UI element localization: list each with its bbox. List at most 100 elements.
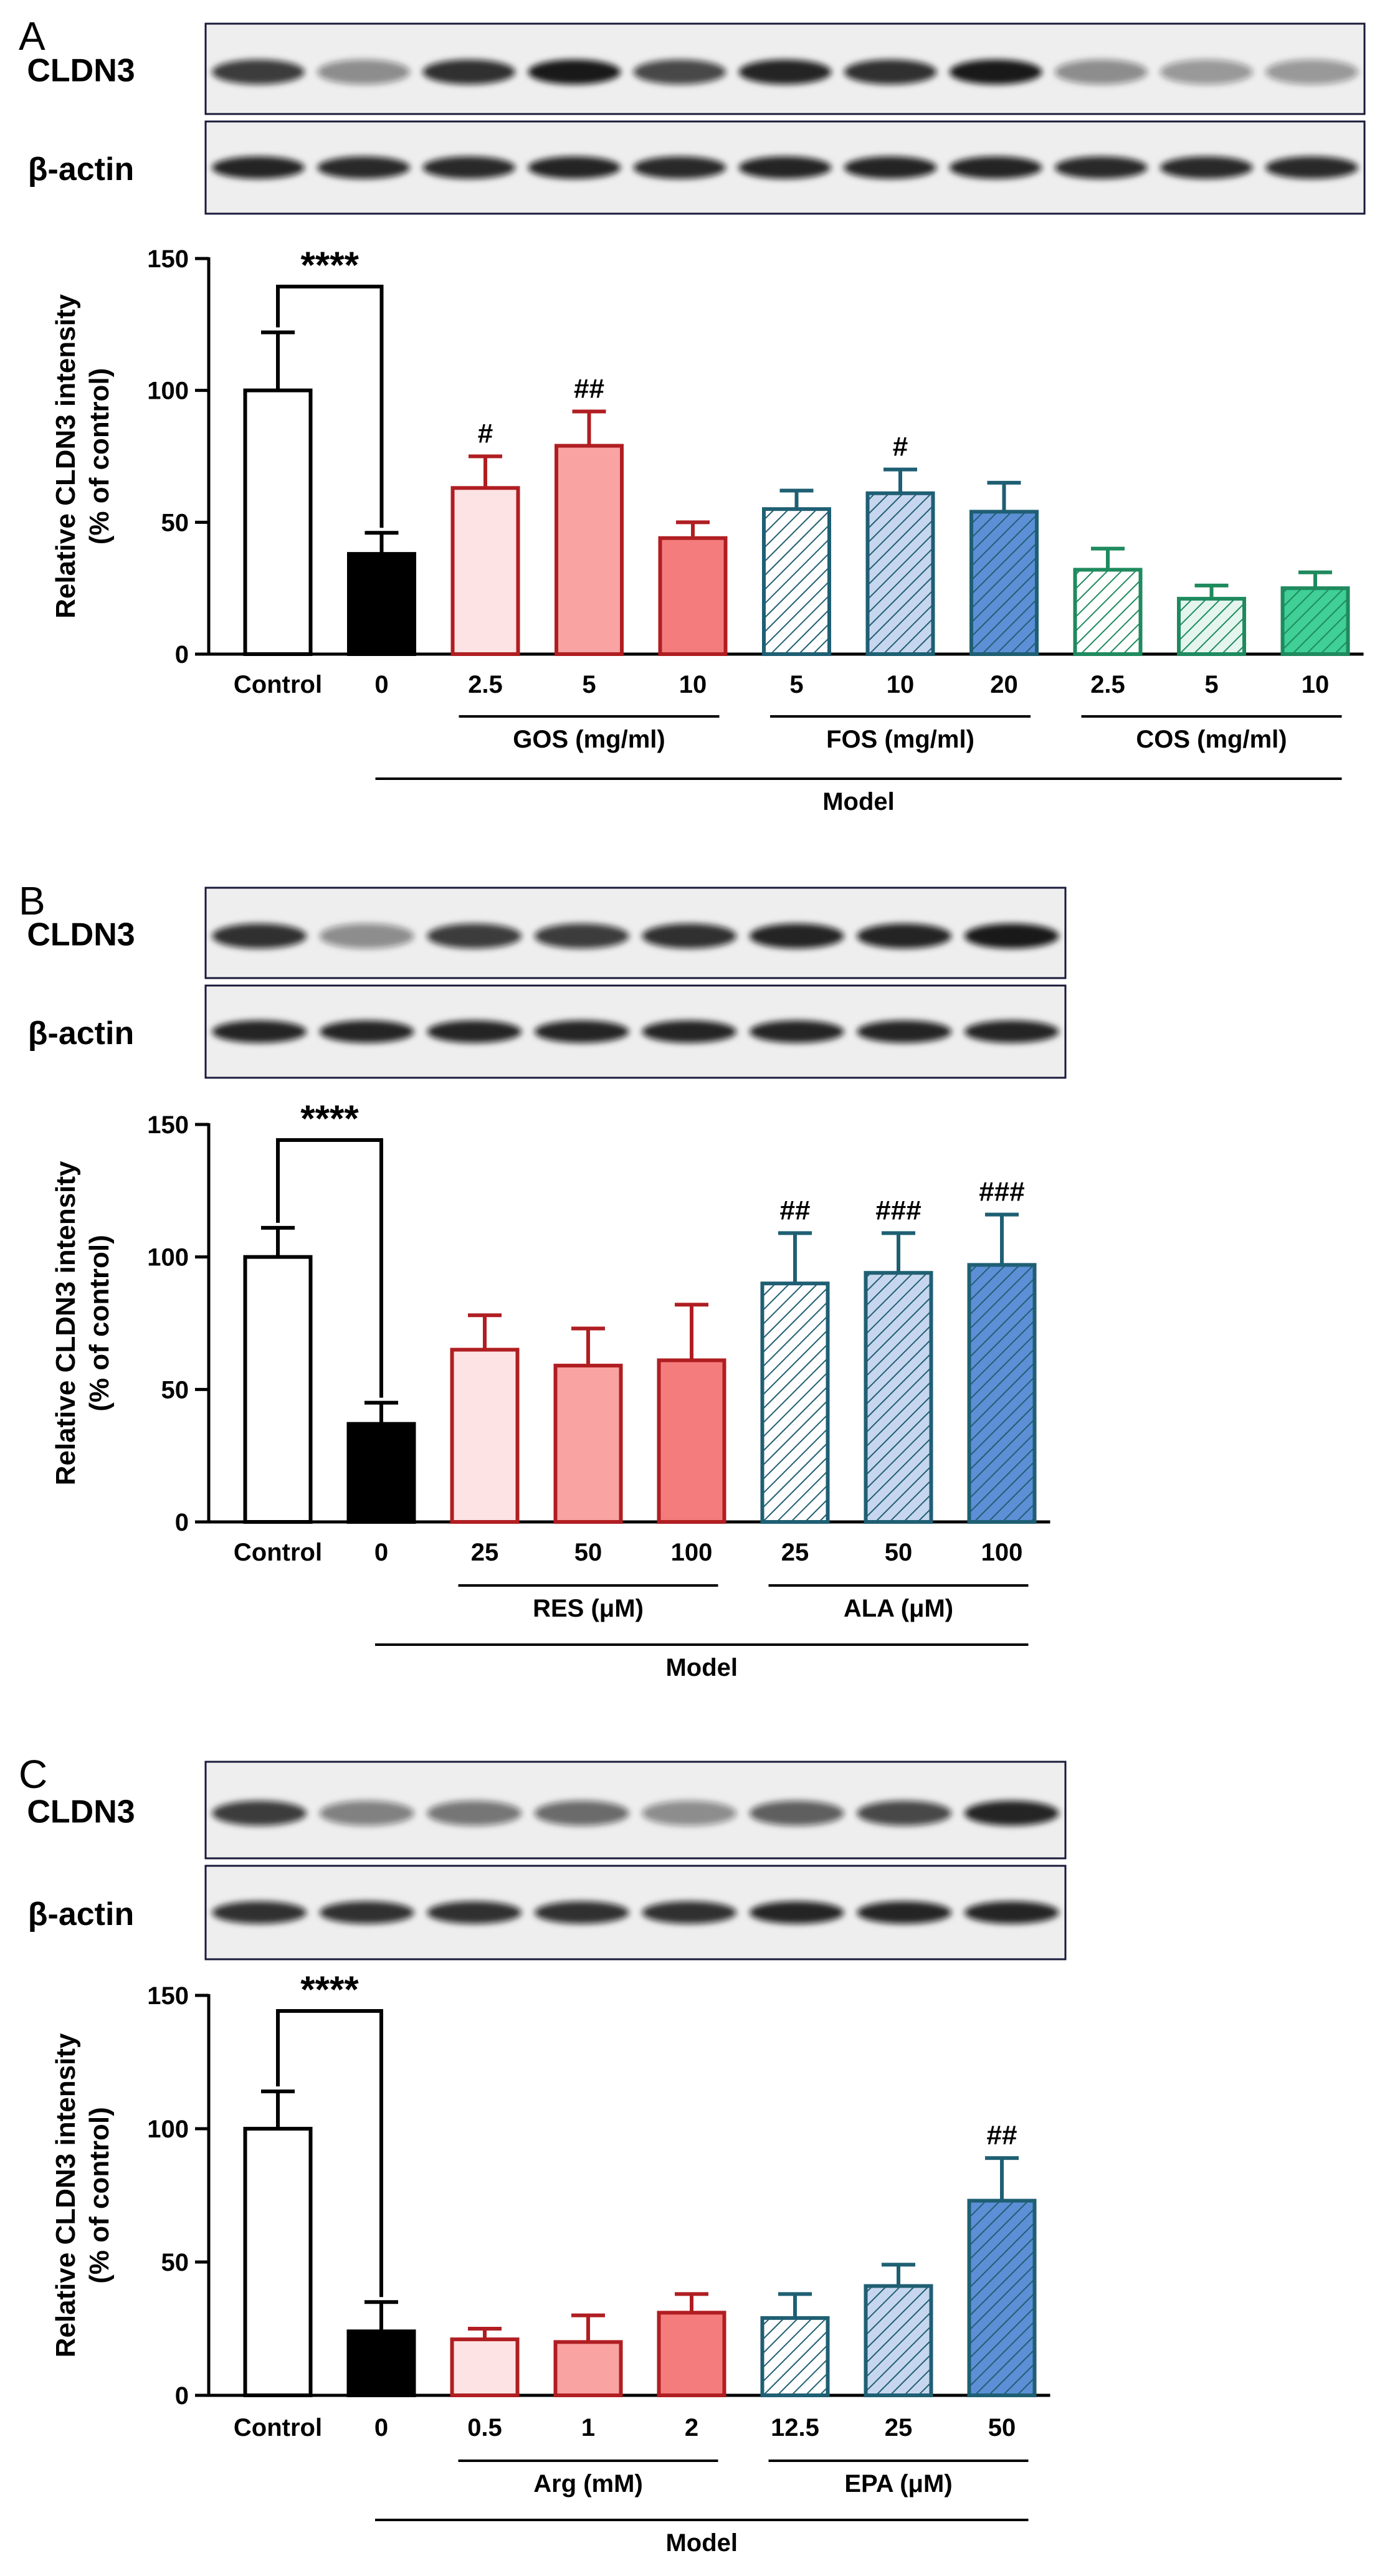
y-tick-label: 0 xyxy=(175,641,189,668)
bar xyxy=(245,2129,311,2395)
x-tick-label: 25 xyxy=(885,2414,913,2441)
group-label: Arg (mM) xyxy=(533,2470,643,2498)
bar xyxy=(659,1360,725,1522)
x-tick-label: 25 xyxy=(471,1539,499,1566)
bar-hatch xyxy=(865,1273,931,1522)
blot-band xyxy=(749,1800,844,1826)
x-tick-label: Control xyxy=(234,671,322,698)
x-tick-label: 50 xyxy=(885,1539,913,1566)
blot-band xyxy=(317,156,411,179)
blot-band xyxy=(964,1020,1059,1043)
blot-band xyxy=(949,156,1042,179)
x-tick-label: 100 xyxy=(981,1539,1023,1566)
bar-hatch xyxy=(762,2317,828,2395)
blot-band xyxy=(844,156,937,179)
x-tick-label: 0.5 xyxy=(467,2414,502,2441)
blot-band xyxy=(857,1800,952,1826)
blot-band xyxy=(319,1800,414,1826)
x-tick-label: 5 xyxy=(789,671,803,698)
blot-cldn3 xyxy=(204,1761,1067,1860)
y-tick-label: 100 xyxy=(147,1244,189,1271)
bar xyxy=(452,1349,518,1522)
blot-band xyxy=(738,156,832,179)
blot-band xyxy=(844,59,937,85)
bar-hatch xyxy=(762,1283,828,1522)
bar xyxy=(556,445,622,654)
blot-band xyxy=(964,1901,1059,1924)
bar-hatch xyxy=(865,2286,931,2395)
group-label: GOS (mg/ml) xyxy=(513,726,665,753)
blot-band xyxy=(642,923,737,949)
blot-band xyxy=(534,1020,629,1043)
blot-band xyxy=(749,923,844,949)
blot-band xyxy=(964,1800,1059,1826)
blot-label-beta-actin: β-actin xyxy=(28,151,134,188)
blot-band xyxy=(1054,156,1148,179)
y-tick-label: 100 xyxy=(147,378,189,405)
significance-mark: ## xyxy=(987,2120,1017,2151)
blot-band xyxy=(857,1020,952,1043)
blot-beta-actin xyxy=(204,984,1067,1079)
x-tick-label: 0 xyxy=(374,2414,388,2441)
blot-band xyxy=(212,156,305,179)
blot-band xyxy=(319,1901,414,1924)
y-tick-label: 150 xyxy=(147,245,189,273)
y-tick-label: 50 xyxy=(161,509,189,536)
blot-band xyxy=(528,59,621,85)
x-tick-label: 10 xyxy=(1302,671,1330,698)
bar xyxy=(348,2331,414,2395)
blot-band xyxy=(1160,156,1253,179)
significance-mark: ### xyxy=(979,1177,1024,1207)
y-axis-label-units: (% of control) xyxy=(84,1235,115,1412)
blot-band xyxy=(738,59,832,85)
bar xyxy=(348,1423,414,1522)
blot-label-cldn3: CLDN3 xyxy=(27,917,135,953)
blot-band xyxy=(212,923,307,949)
x-tick-label: 2 xyxy=(685,2414,698,2441)
blot-label-beta-actin: β-actin xyxy=(28,1015,134,1052)
blot-band xyxy=(642,1901,737,1924)
x-tick-label: 5 xyxy=(1204,671,1218,698)
blot-band xyxy=(857,1901,952,1924)
panel-letter: B xyxy=(19,878,45,923)
blot-band xyxy=(422,156,516,179)
blot-band xyxy=(749,1901,844,1924)
x-tick-label: Control xyxy=(234,1539,322,1566)
blot-band xyxy=(427,1800,522,1826)
x-tick-label: 10 xyxy=(679,671,707,698)
blot-label-cldn3: CLDN3 xyxy=(27,53,135,89)
group-label: ALA (μM) xyxy=(844,1595,953,1622)
x-tick-label: Control xyxy=(234,2414,322,2441)
significance-bracket xyxy=(276,285,384,528)
blot-cldn3 xyxy=(204,886,1067,979)
bar xyxy=(555,1366,621,1522)
significance-stars: **** xyxy=(301,244,360,286)
bar xyxy=(660,538,726,654)
bar xyxy=(659,2312,725,2395)
y-tick-label: 50 xyxy=(161,2249,189,2276)
significance-stars: **** xyxy=(300,1098,359,1139)
x-tick-label: 5 xyxy=(582,671,596,698)
bar xyxy=(349,554,414,654)
panel-letter: C xyxy=(19,1752,47,1797)
y-axis-label: Relative CLDN3 intensity xyxy=(50,294,81,619)
blot-band xyxy=(319,923,414,949)
model-label: Model xyxy=(665,1654,738,1681)
blot-band xyxy=(212,1800,307,1826)
blot-band xyxy=(633,59,726,85)
bar-hatch xyxy=(764,509,829,654)
model-label: Model xyxy=(822,788,895,815)
blot-band xyxy=(633,156,726,179)
significance-bracket xyxy=(276,2009,383,2298)
y-axis-label-units: (% of control) xyxy=(84,368,115,545)
blot-cldn3 xyxy=(204,22,1366,115)
bar-hatch xyxy=(1075,569,1141,654)
blot-band xyxy=(317,59,411,85)
x-tick-label: 50 xyxy=(574,1539,602,1566)
blot-band xyxy=(1265,59,1358,85)
x-tick-label: 2.5 xyxy=(1090,671,1125,698)
blot-band xyxy=(534,1800,629,1826)
group-label: EPA (μM) xyxy=(844,2470,952,2498)
